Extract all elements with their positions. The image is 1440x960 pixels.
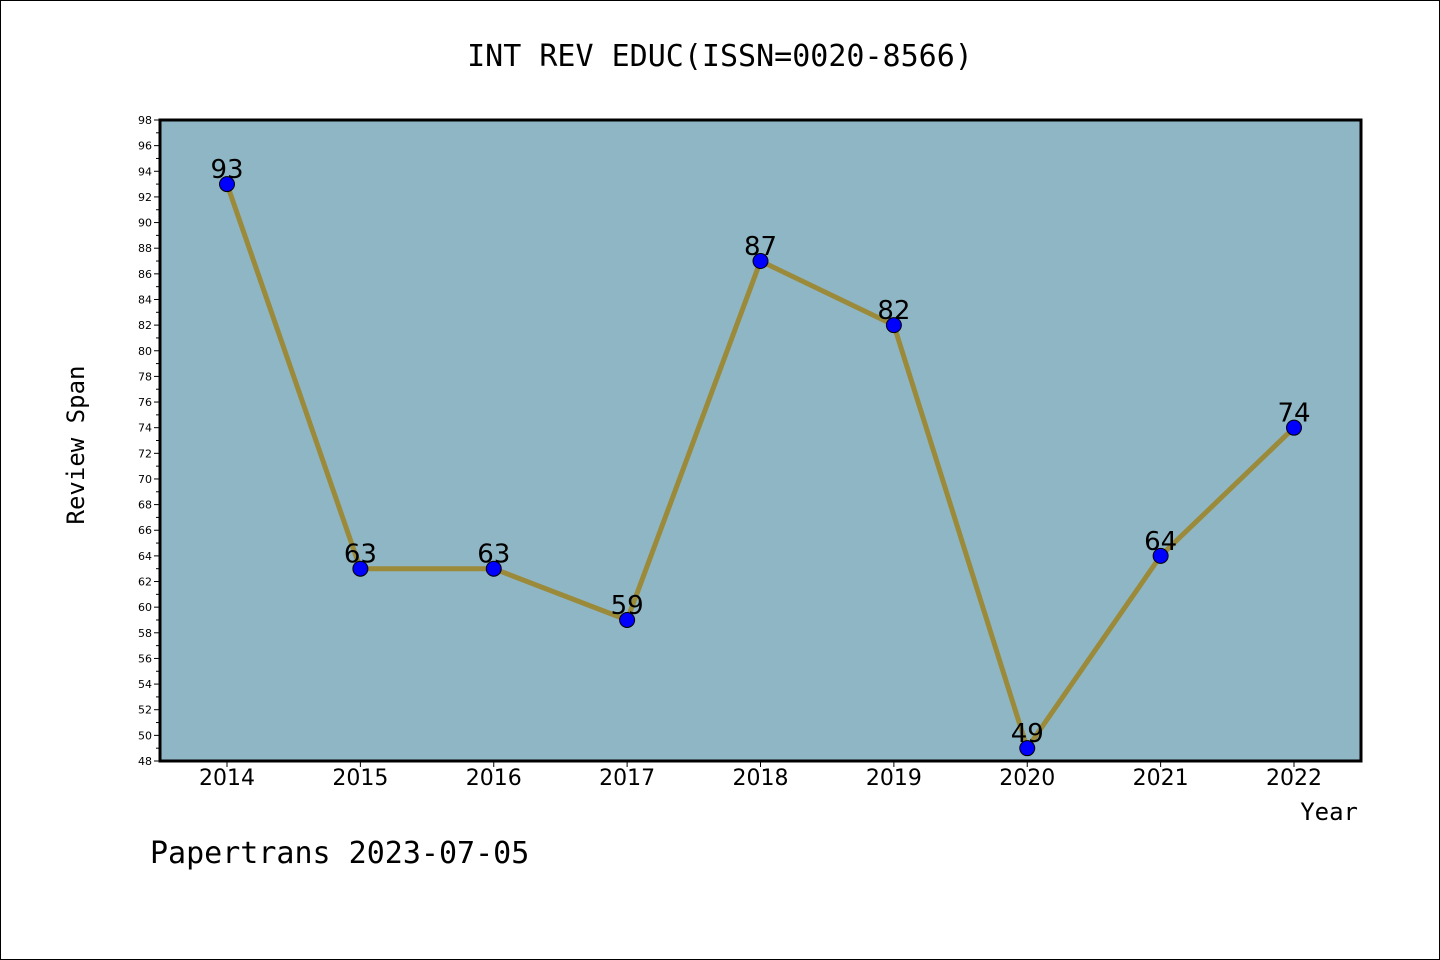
x-tick-label: 2014: [199, 766, 255, 791]
x-tick-label: 2018: [733, 766, 789, 791]
y-tick-label: 92: [138, 191, 152, 204]
y-tick-label: 70: [138, 473, 152, 486]
data-point: [1152, 547, 1169, 564]
data-label: 63: [344, 540, 377, 570]
y-tick-label: 78: [138, 370, 152, 383]
y-tick-label: 64: [138, 550, 152, 563]
x-tick-label: 2020: [999, 766, 1055, 791]
data-point: [885, 317, 902, 334]
data-label: 87: [744, 232, 777, 262]
y-tick-label: 88: [138, 242, 152, 255]
y-tick-label: 96: [138, 140, 152, 153]
y-tick-label: 52: [138, 704, 152, 717]
series-markers: [219, 176, 1302, 757]
y-axis: 48 50 52 54 56 58 60 62 64 66 68 70 72 74 76 78 80 82 84 86…: [138, 114, 160, 768]
data-label: 82: [877, 296, 910, 326]
x-tick-label: 2015: [332, 766, 388, 791]
y-tick-label: 74: [138, 422, 152, 435]
data-label: 64: [1144, 527, 1177, 557]
data-point: [619, 611, 636, 628]
data-point: [1019, 740, 1036, 757]
y-tick-label: 60: [138, 601, 152, 614]
y-tick-label: 54: [138, 678, 152, 691]
x-tick-label: 2017: [599, 766, 655, 791]
data-label: 59: [611, 591, 644, 621]
data-point: [352, 560, 369, 577]
y-tick-label: 82: [138, 319, 152, 332]
data-label: 93: [210, 155, 243, 185]
x-tick-label: 2022: [1266, 766, 1322, 791]
y-axis-label: Review Span: [62, 366, 90, 525]
y-tick-label: 58: [138, 627, 152, 640]
data-point: [485, 560, 502, 577]
y-tick-label: 48: [138, 755, 152, 768]
y-tick-label: 76: [138, 396, 152, 409]
y-tick-label: 56: [138, 652, 152, 665]
data-label: 49: [1011, 719, 1044, 749]
y-tick-label: 72: [138, 447, 152, 460]
y-tick-label: 90: [138, 217, 152, 230]
chart-title: INT REV EDUC(ISSN=0020-8566): [467, 39, 973, 74]
y-tick-label: 94: [138, 165, 152, 178]
x-axis-label: Year: [1300, 798, 1358, 826]
x-tick-label: 2021: [1133, 766, 1189, 791]
y-tick-label: 62: [138, 576, 152, 589]
y-tick-label: 50: [138, 729, 152, 742]
y-tick-label: 98: [138, 114, 152, 127]
x-axis: 2014 2015 2016 2017 2018 2019 2020 2021 2022: [199, 761, 1322, 791]
data-labels: 93 63 63 59 87 82 49 64 74: [210, 155, 1310, 749]
y-tick-label: 68: [138, 499, 152, 512]
data-label: 74: [1277, 399, 1310, 429]
y-tick-label: 80: [138, 345, 152, 358]
data-point: [1286, 419, 1302, 436]
y-tick-label: 66: [138, 524, 152, 537]
data-label: 63: [477, 540, 510, 570]
plot-area: [158, 118, 1363, 763]
x-tick-label: 2019: [866, 766, 922, 791]
footer-credit: Papertrans 2023-07-05: [150, 836, 529, 871]
y-tick-label: 86: [138, 268, 152, 281]
data-point: [219, 176, 235, 193]
x-tick-label: 2016: [466, 766, 522, 791]
y-tick-label: 84: [138, 293, 152, 306]
data-point: [752, 253, 769, 270]
